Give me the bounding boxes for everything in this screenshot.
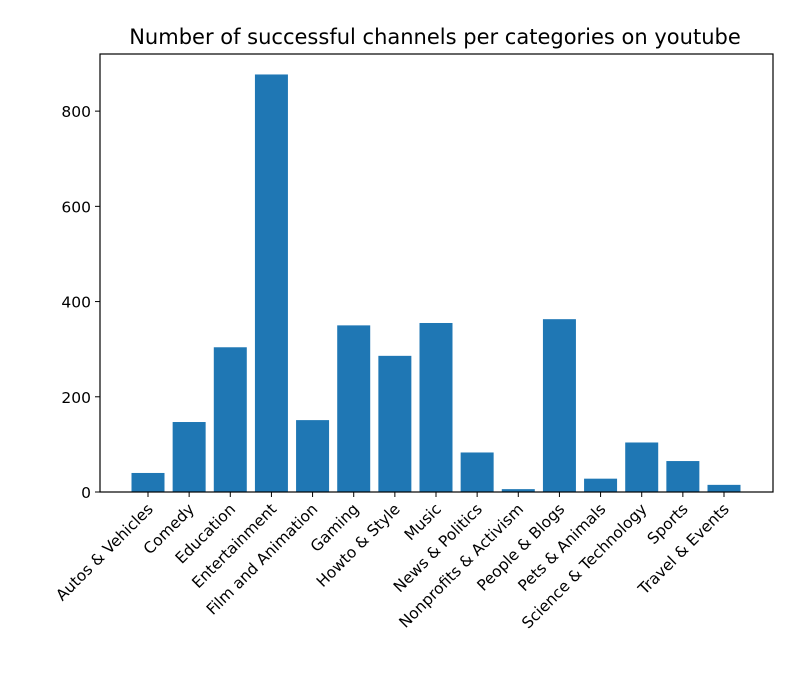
bar-travel-and-events [707,484,741,492]
y-tick-label: 600 [61,198,91,216]
bar-howto-and-style [378,355,412,492]
bar-autos-and-vehicles [131,472,165,492]
y-tick-label: 400 [61,294,91,312]
bar-science-and-technology [625,442,659,492]
bar-gaming [337,325,371,492]
x-axis: Autos & VehiclesComedyEducationEntertain… [53,492,733,632]
bar-pets-and-animals [584,478,618,492]
chart-title: Number of successful channels per catego… [129,25,741,49]
bar-music [419,322,453,492]
bar-nonprofits-and-activism [501,489,535,492]
bar-sports [666,461,700,492]
y-tick-label: 800 [61,103,91,121]
bars-group [131,74,741,492]
y-tick-label: 200 [61,389,91,407]
bar-news-and-politics [460,452,494,492]
bar-film-and-animation [296,420,330,492]
y-tick-label: 0 [81,484,91,502]
bar-comedy [172,422,206,492]
bar-entertainment [254,74,288,492]
bar-education [213,347,247,492]
y-axis: 0 200 400 600 800 [61,103,100,502]
x-tick-label: Autos & Vehicles [53,500,157,604]
bar-people-and-blogs [542,319,576,492]
